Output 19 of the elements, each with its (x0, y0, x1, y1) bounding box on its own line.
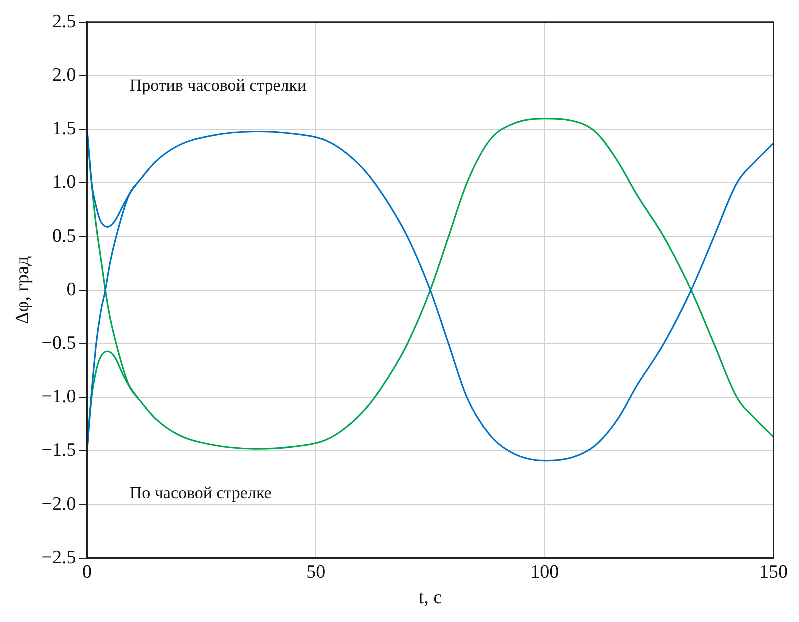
y-tick-label: 0 (66, 279, 76, 300)
x-axis-title: t, с (418, 588, 442, 609)
y-tick-label: −2.0 (42, 494, 76, 515)
y-axis-title: Δφ, град (12, 256, 34, 324)
y-tick-label: 1.5 (52, 118, 76, 140)
x-tick-label: 100 (530, 562, 560, 583)
annotation: Против часовой стрелки (130, 76, 307, 96)
y-tick-label: 1.0 (52, 172, 76, 194)
y-tick-label: −1.0 (42, 386, 76, 408)
y-tick-label: −1.5 (42, 440, 76, 462)
y-tick-label: 2.5 (52, 11, 76, 32)
x-tick-label: 0 (82, 562, 92, 583)
annotation: По часовой стрелке (130, 484, 272, 503)
y-tick-label: 0.5 (52, 226, 76, 247)
y-tick-label: 2.0 (52, 64, 76, 86)
y-tick-label: −0.5 (42, 332, 76, 354)
y-tick-label: −2.5 (42, 547, 76, 568)
x-tick-label: 150 (760, 562, 788, 583)
x-tick-label: 50 (306, 562, 326, 583)
